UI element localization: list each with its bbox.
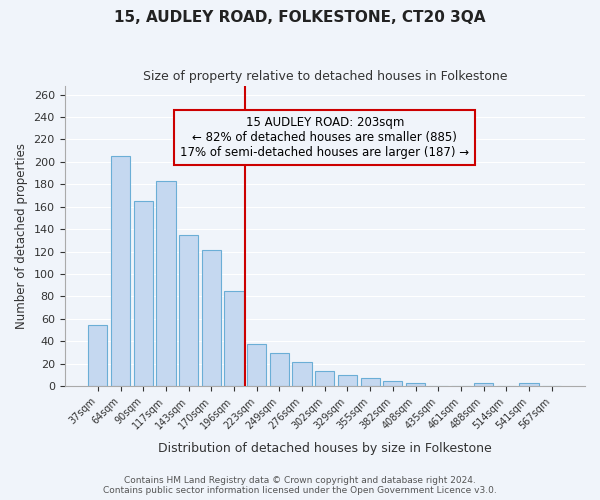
Text: 15, AUDLEY ROAD, FOLKESTONE, CT20 3QA: 15, AUDLEY ROAD, FOLKESTONE, CT20 3QA [114, 10, 486, 25]
Bar [179, 235, 198, 386]
Bar [88, 324, 107, 386]
Bar [383, 380, 403, 386]
Bar [338, 375, 357, 386]
Bar [224, 291, 244, 386]
Bar [520, 383, 539, 386]
Bar [270, 352, 289, 386]
Bar [474, 383, 493, 386]
Text: Contains HM Land Registry data © Crown copyright and database right 2024.
Contai: Contains HM Land Registry data © Crown c… [103, 476, 497, 495]
Bar [202, 250, 221, 386]
Bar [111, 156, 130, 386]
Bar [247, 344, 266, 386]
X-axis label: Distribution of detached houses by size in Folkestone: Distribution of detached houses by size … [158, 442, 491, 455]
Bar [315, 370, 334, 386]
Y-axis label: Number of detached properties: Number of detached properties [15, 143, 28, 329]
Title: Size of property relative to detached houses in Folkestone: Size of property relative to detached ho… [143, 70, 507, 83]
Text: 15 AUDLEY ROAD: 203sqm
← 82% of detached houses are smaller (885)
17% of semi-de: 15 AUDLEY ROAD: 203sqm ← 82% of detached… [180, 116, 469, 158]
Bar [406, 383, 425, 386]
Bar [156, 181, 176, 386]
Bar [134, 201, 153, 386]
Bar [292, 362, 312, 386]
Bar [361, 378, 380, 386]
